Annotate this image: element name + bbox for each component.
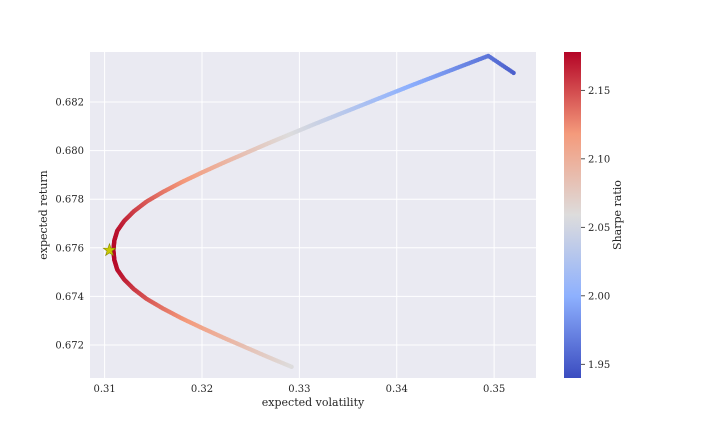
star-marker [102, 242, 117, 257]
x-tick-label: 0.35 [483, 384, 505, 395]
colorbar-ticks: 1.95 2.00 2.05 2.10 2.15 [581, 86, 610, 371]
y-tick-label: 0.672 [55, 340, 84, 351]
x-tick-label: 0.32 [191, 384, 213, 395]
plot-area [90, 52, 536, 378]
colorbar-tick-label: 2.15 [588, 86, 610, 97]
y-tick-label: 0.678 [55, 195, 84, 206]
colorbar-label: Sharpe ratio [611, 180, 624, 250]
y-tick-label: 0.680 [55, 146, 84, 157]
colorbar-tick-label: 1.95 [588, 360, 610, 371]
colorbar-tick-label: 2.10 [588, 154, 610, 165]
x-axis-ticks: 0.31 0.32 0.33 0.34 0.35 [93, 384, 505, 395]
colorbar-tick-label: 2.00 [588, 291, 610, 302]
x-tick-label: 0.33 [288, 384, 310, 395]
grid-lines [90, 52, 536, 378]
optimal-portfolio-star [102, 242, 117, 257]
y-tick-label: 0.674 [55, 292, 84, 303]
y-tick-label: 0.682 [55, 98, 84, 109]
y-axis-label: expected return [37, 170, 50, 260]
x-tick-label: 0.31 [93, 384, 115, 395]
x-tick-label: 0.34 [386, 384, 408, 395]
y-tick-label: 0.676 [55, 243, 84, 254]
x-axis-label: expected volatility [262, 396, 365, 409]
colorbar [564, 52, 581, 378]
colorbar-tick-label: 2.05 [588, 223, 610, 234]
y-axis-ticks: 0.672 0.674 0.676 0.678 0.680 0.682 [55, 98, 84, 352]
data-point [511, 70, 516, 76]
